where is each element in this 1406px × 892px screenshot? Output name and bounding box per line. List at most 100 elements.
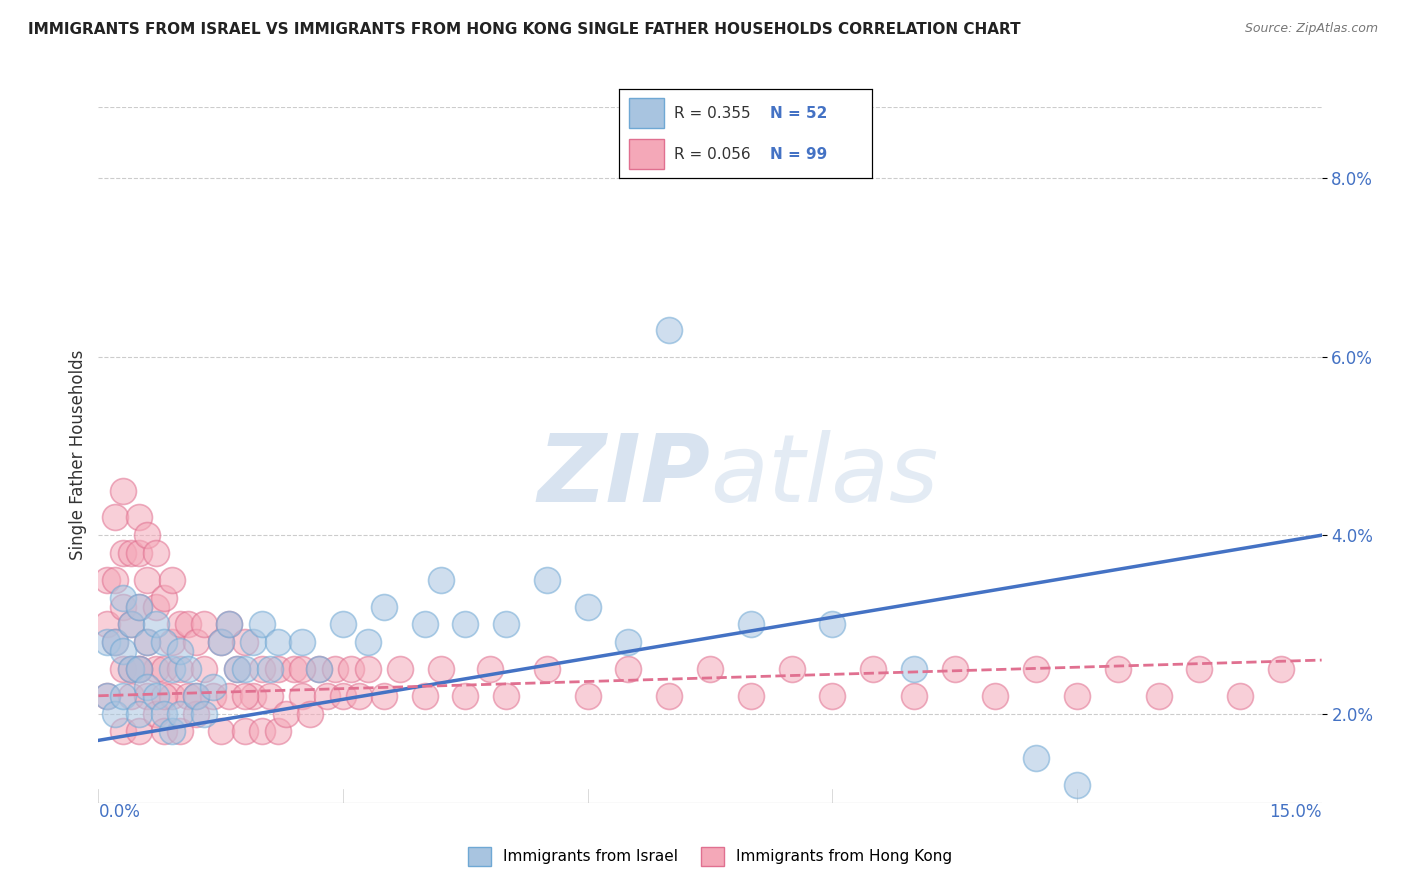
Point bbox=[821, 617, 844, 632]
Point bbox=[308, 662, 330, 676]
Point bbox=[1025, 662, 1047, 676]
Point bbox=[128, 510, 150, 524]
Point bbox=[740, 689, 762, 703]
Point bbox=[576, 689, 599, 703]
Point bbox=[186, 689, 208, 703]
Point bbox=[120, 662, 142, 676]
Point bbox=[120, 617, 142, 632]
Point bbox=[233, 724, 256, 739]
Point bbox=[413, 617, 436, 632]
Point bbox=[186, 635, 208, 649]
Point bbox=[145, 689, 167, 703]
Point bbox=[780, 662, 803, 676]
Point bbox=[209, 724, 232, 739]
Point bbox=[96, 689, 118, 703]
Point bbox=[96, 689, 118, 703]
Point bbox=[658, 323, 681, 337]
Point bbox=[267, 724, 290, 739]
Point bbox=[356, 662, 378, 676]
Point bbox=[152, 591, 174, 605]
Point bbox=[111, 591, 134, 605]
Point bbox=[169, 644, 191, 658]
Point bbox=[658, 689, 681, 703]
Point bbox=[152, 662, 174, 676]
Point bbox=[136, 528, 159, 542]
Point bbox=[104, 706, 127, 721]
Point bbox=[145, 599, 167, 614]
Point bbox=[413, 689, 436, 703]
Point bbox=[120, 617, 142, 632]
Point bbox=[267, 662, 290, 676]
Point bbox=[943, 662, 966, 676]
Point bbox=[104, 635, 127, 649]
Point bbox=[259, 689, 281, 703]
Point bbox=[218, 689, 240, 703]
Point bbox=[111, 546, 134, 560]
Point bbox=[120, 662, 142, 676]
Point bbox=[862, 662, 884, 676]
Point bbox=[1229, 689, 1251, 703]
Point bbox=[1066, 689, 1088, 703]
Text: R = 0.355: R = 0.355 bbox=[675, 106, 751, 120]
Point bbox=[283, 662, 305, 676]
Point bbox=[136, 573, 159, 587]
Point bbox=[152, 706, 174, 721]
Point bbox=[242, 689, 264, 703]
Point bbox=[96, 635, 118, 649]
Point bbox=[430, 573, 453, 587]
Point bbox=[250, 724, 273, 739]
Point bbox=[233, 635, 256, 649]
Point bbox=[145, 617, 167, 632]
Point bbox=[291, 662, 314, 676]
Point bbox=[177, 689, 200, 703]
Point bbox=[495, 617, 517, 632]
Point bbox=[218, 617, 240, 632]
Point bbox=[128, 599, 150, 614]
Point bbox=[373, 689, 395, 703]
Point bbox=[536, 662, 558, 676]
Point bbox=[332, 617, 354, 632]
Point bbox=[111, 599, 134, 614]
Point bbox=[111, 689, 134, 703]
Point bbox=[152, 724, 174, 739]
Point bbox=[128, 662, 150, 676]
Point bbox=[145, 546, 167, 560]
Point bbox=[169, 617, 191, 632]
Text: R = 0.056: R = 0.056 bbox=[675, 147, 751, 161]
Point bbox=[267, 635, 290, 649]
Point bbox=[111, 724, 134, 739]
Point bbox=[160, 662, 183, 676]
Point bbox=[291, 635, 314, 649]
Point bbox=[193, 662, 215, 676]
Point bbox=[536, 573, 558, 587]
Text: 15.0%: 15.0% bbox=[1270, 803, 1322, 821]
Point bbox=[617, 662, 640, 676]
Point bbox=[332, 689, 354, 703]
Point bbox=[209, 635, 232, 649]
Point bbox=[145, 706, 167, 721]
Point bbox=[478, 662, 501, 676]
Point bbox=[1147, 689, 1170, 703]
Y-axis label: Single Father Households: Single Father Households bbox=[69, 350, 87, 560]
Point bbox=[169, 662, 191, 676]
Point bbox=[136, 635, 159, 649]
Point bbox=[177, 617, 200, 632]
Point bbox=[984, 689, 1007, 703]
Point bbox=[218, 617, 240, 632]
Point bbox=[308, 662, 330, 676]
Point bbox=[111, 662, 134, 676]
Bar bbox=[628, 98, 664, 128]
Text: Source: ZipAtlas.com: Source: ZipAtlas.com bbox=[1244, 22, 1378, 36]
Point bbox=[274, 706, 297, 721]
Point bbox=[617, 635, 640, 649]
Point bbox=[96, 573, 118, 587]
Legend: Immigrants from Israel, Immigrants from Hong Kong: Immigrants from Israel, Immigrants from … bbox=[461, 841, 959, 871]
Point bbox=[136, 680, 159, 694]
Point bbox=[209, 635, 232, 649]
Text: N = 52: N = 52 bbox=[770, 106, 828, 120]
Point bbox=[1270, 662, 1292, 676]
Point bbox=[120, 546, 142, 560]
Point bbox=[242, 635, 264, 649]
Point bbox=[152, 635, 174, 649]
Point bbox=[186, 706, 208, 721]
